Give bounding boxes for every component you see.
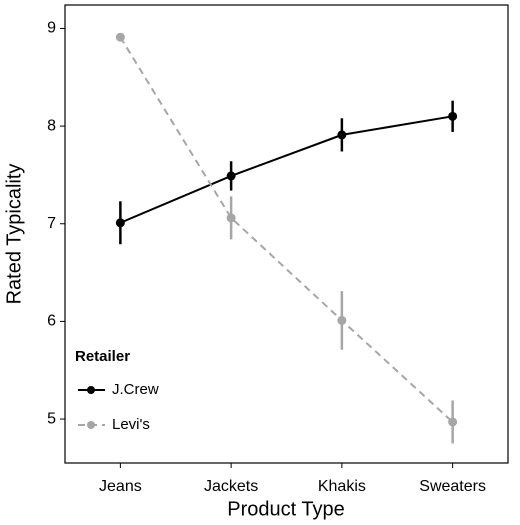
plot-panel bbox=[64, 4, 509, 464]
point bbox=[337, 315, 347, 325]
x-tick-label: Jackets bbox=[204, 478, 258, 495]
y-tick-label: 7 bbox=[47, 215, 56, 232]
point bbox=[115, 218, 125, 228]
series-line bbox=[119, 36, 454, 423]
point bbox=[115, 32, 125, 42]
y-tick-label: 5 bbox=[47, 410, 56, 427]
y-tick-label: 6 bbox=[47, 313, 56, 330]
legend-marker bbox=[87, 421, 95, 429]
y-tick-label: 9 bbox=[47, 20, 56, 37]
legend-title: Retailer bbox=[75, 348, 130, 365]
y-axis-title: Rated Typicality bbox=[3, 164, 25, 305]
legend-label: J.Crew bbox=[112, 381, 159, 398]
y-tick-label: 8 bbox=[47, 117, 56, 134]
x-tick-label: Sweaters bbox=[419, 478, 486, 495]
point bbox=[226, 213, 236, 223]
x-tick-label: Khakis bbox=[318, 478, 366, 495]
series-line bbox=[119, 115, 453, 224]
point bbox=[448, 417, 458, 427]
x-axis-title: Product Type bbox=[227, 498, 344, 520]
legend-label: Levi's bbox=[112, 416, 150, 433]
point bbox=[448, 111, 458, 121]
legend-marker bbox=[87, 386, 95, 394]
point bbox=[226, 171, 236, 181]
point bbox=[337, 130, 347, 140]
x-tick-label: Jeans bbox=[99, 478, 142, 495]
